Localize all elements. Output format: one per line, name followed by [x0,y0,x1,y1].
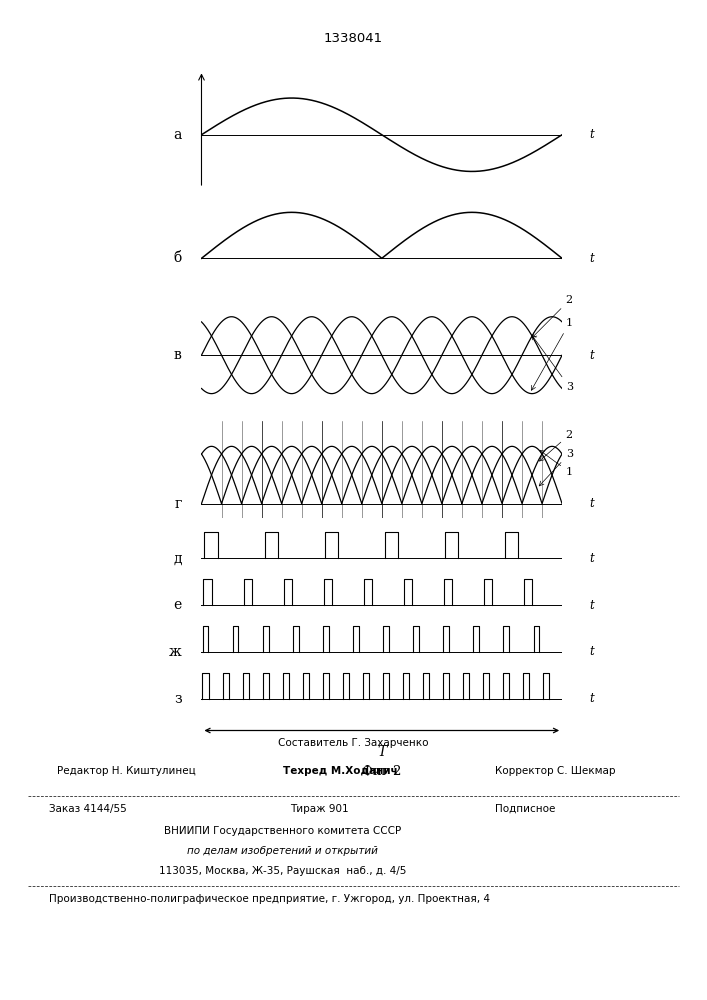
Text: 1: 1 [539,450,573,477]
Text: по делам изобретений и открытий: по делам изобретений и открытий [187,846,378,856]
Text: Тираж 901: Тираж 901 [290,804,349,814]
Text: ж: ж [169,645,182,659]
Text: t: t [589,349,594,362]
Text: 1: 1 [532,318,573,390]
Text: Редактор Н. Киштулинец: Редактор Н. Киштулинец [57,766,195,776]
Text: Производственно-полиграфическое предприятие, г. Ужгород, ул. Проектная, 4: Производственно-полиграфическое предприя… [49,894,491,904]
Text: е: е [173,598,182,612]
Text: г: г [175,497,182,511]
Text: д: д [173,551,182,565]
Text: t: t [589,692,594,705]
Text: Составитель Г. Захарченко: Составитель Г. Захарченко [279,738,428,748]
Text: t: t [589,552,594,565]
Text: Заказ 4144/55: Заказ 4144/55 [49,804,127,814]
Text: Техред М.Ходанич: Техред М.Ходанич [283,766,397,776]
Text: 113035, Москва, Ж-35, Раушская  наб., д. 4/5: 113035, Москва, Ж-35, Раушская наб., д. … [159,866,407,876]
Text: t: t [589,252,594,265]
Text: 3: 3 [539,449,573,486]
Text: 3: 3 [532,335,573,392]
Text: з: з [174,692,182,706]
Text: ВНИИПИ Государственного комитета СССР: ВНИИПИ Государственного комитета СССР [164,826,402,836]
Text: t: t [589,599,594,612]
Text: Фиг 2: Фиг 2 [362,765,402,778]
Text: Корректор С. Шекмар: Корректор С. Шекмар [495,766,615,776]
Text: 2: 2 [539,430,573,461]
Text: t: t [589,128,594,141]
Text: t: t [589,645,594,658]
Text: Подписное: Подписное [495,804,555,814]
Text: 2: 2 [532,295,573,338]
Text: б: б [173,251,182,265]
Text: t: t [589,497,594,510]
Text: 1338041: 1338041 [324,32,383,45]
Text: а: а [173,128,182,142]
Text: в: в [174,348,182,362]
Text: T: T [377,745,387,759]
